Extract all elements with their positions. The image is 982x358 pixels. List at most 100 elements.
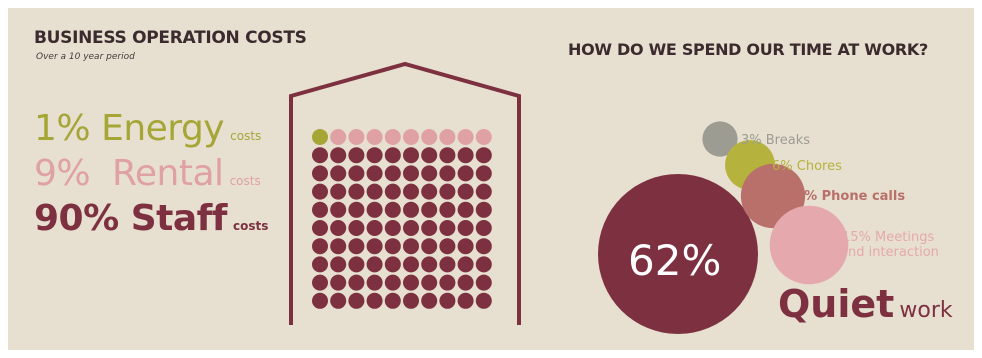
quiet-word: Quiet: [778, 282, 895, 326]
waffle-dot-staff: [384, 201, 401, 218]
waffle-dot-staff: [403, 238, 419, 255]
waffle-dot-staff: [312, 201, 328, 218]
waffle-dot-staff: [421, 256, 438, 273]
waffle-dot-staff: [366, 165, 383, 182]
waffle-dot-staff: [312, 292, 328, 309]
chores-label: 6% Chores: [772, 159, 842, 174]
waffle-dot-staff: [439, 238, 456, 255]
waffle-dot-staff: [384, 274, 401, 291]
waffle-dot-staff: [403, 256, 419, 273]
rental-cost-label: 9% Rental costs: [34, 153, 261, 194]
waffle-dot-rental: [475, 129, 492, 145]
waffle-dot-staff: [403, 201, 419, 218]
waffle-dot-staff: [312, 183, 328, 200]
waffle-dot-staff: [439, 201, 456, 218]
waffle-dot-rental: [421, 129, 438, 145]
waffle-dot-rental: [439, 129, 456, 145]
waffle-dot-staff: [439, 147, 456, 164]
waffle-dot-staff: [348, 292, 365, 309]
bubble-meetings-and-interaction: [769, 205, 849, 285]
waffle-dot-staff: [330, 183, 347, 200]
waffle-dot-staff: [475, 147, 492, 164]
work-word: work: [899, 298, 953, 323]
waffle-dot-staff: [403, 147, 419, 164]
meetings-label-line1: 15% Meetings: [842, 230, 935, 245]
waffle-dot-staff: [421, 238, 438, 255]
quiet-work-value: 62%: [628, 236, 722, 285]
waffle-dot-staff: [403, 183, 419, 200]
waffle-dot-staff: [366, 238, 383, 255]
waffle-dot-staff: [384, 183, 401, 200]
waffle-dot-staff: [475, 183, 492, 200]
costs-subtitle: Over a 10 year period: [36, 52, 135, 62]
waffle-dot-staff: [457, 256, 474, 273]
charts-svg: [289, 61, 849, 334]
energy-percent-name: 1% Energy: [34, 108, 225, 149]
waffle-dot-staff: [384, 292, 401, 309]
waffle-dot-staff: [330, 201, 347, 218]
waffle-dot-staff: [330, 292, 347, 309]
waffle-dot-staff: [439, 220, 456, 236]
waffle-dot-staff: [312, 256, 328, 273]
breaks-label: 3% Breaks: [741, 133, 810, 148]
waffle-dot-rental: [366, 129, 383, 145]
waffle-dot-staff: [457, 220, 474, 236]
waffle-dot-staff: [475, 201, 492, 218]
waffle-dot-staff: [384, 256, 401, 273]
waffle-dot-staff: [421, 183, 438, 200]
house-outline: [289, 61, 521, 325]
waffle-dot-staff: [348, 183, 365, 200]
waffle-dot-staff: [330, 274, 347, 291]
bubble-breaks: [702, 121, 738, 157]
waffle-dot-staff: [475, 238, 492, 255]
waffle-dot-staff: [403, 220, 419, 236]
waffle-dot-staff: [348, 165, 365, 182]
bubble-group: [598, 121, 849, 334]
staff-cost-label: 90% Staff costs: [34, 198, 268, 239]
waffle-dot-staff: [421, 201, 438, 218]
waffle-dot-staff: [403, 274, 419, 291]
waffle-dot-staff: [457, 147, 474, 164]
waffle-dot-staff: [348, 201, 365, 218]
waffle-dot-staff: [475, 256, 492, 273]
waffle-dot-staff: [330, 165, 347, 182]
waffle-dot-staff: [330, 220, 347, 236]
waffle-dot-staff: [384, 147, 401, 164]
waffle-dot-staff: [366, 256, 383, 273]
waffle-dot-energy: [312, 129, 328, 145]
waffle-dot-staff: [312, 147, 328, 164]
waffle-dot-staff: [421, 292, 438, 309]
waffle-dot-staff: [366, 220, 383, 236]
waffle-dot-staff: [439, 274, 456, 291]
waffle-dot-staff: [457, 183, 474, 200]
waffle-dot-staff: [366, 292, 383, 309]
waffle-dot-staff: [457, 274, 474, 291]
waffle-dot-staff: [421, 147, 438, 164]
waffle-dot-staff: [475, 220, 492, 236]
waffle-dot-staff: [421, 220, 438, 236]
waffle-dot-staff: [475, 292, 492, 309]
waffle-dot-staff: [421, 274, 438, 291]
waffle-dot-staff: [312, 238, 328, 255]
waffle-dot-staff: [384, 165, 401, 182]
waffle-dot-staff: [439, 183, 456, 200]
waffle-dot-staff: [403, 165, 419, 182]
rental-percent-name: 9% Rental: [34, 153, 224, 194]
waffle-dot-staff: [475, 165, 492, 182]
meetings-label-line2: and interaction: [840, 245, 939, 260]
waffle-dot-staff: [457, 292, 474, 309]
waffle-dot-staff: [384, 238, 401, 255]
waffle-dot-staff: [457, 165, 474, 182]
energy-suffix: costs: [230, 129, 262, 143]
waffle-dot-rental: [403, 129, 419, 145]
energy-cost-label: 1% Energy costs: [34, 108, 261, 149]
waffle-dot-staff: [330, 256, 347, 273]
waffle-dot-staff: [312, 220, 328, 236]
waffle-dot-staff: [348, 238, 365, 255]
waffle-dot-staff: [475, 274, 492, 291]
waffle-dot-rental: [348, 129, 365, 145]
waffle-dot-staff: [439, 256, 456, 273]
quiet-work-label: Quiet work: [778, 282, 953, 326]
waffle-dot-staff: [348, 147, 365, 164]
waffle-dot-rental: [384, 129, 401, 145]
